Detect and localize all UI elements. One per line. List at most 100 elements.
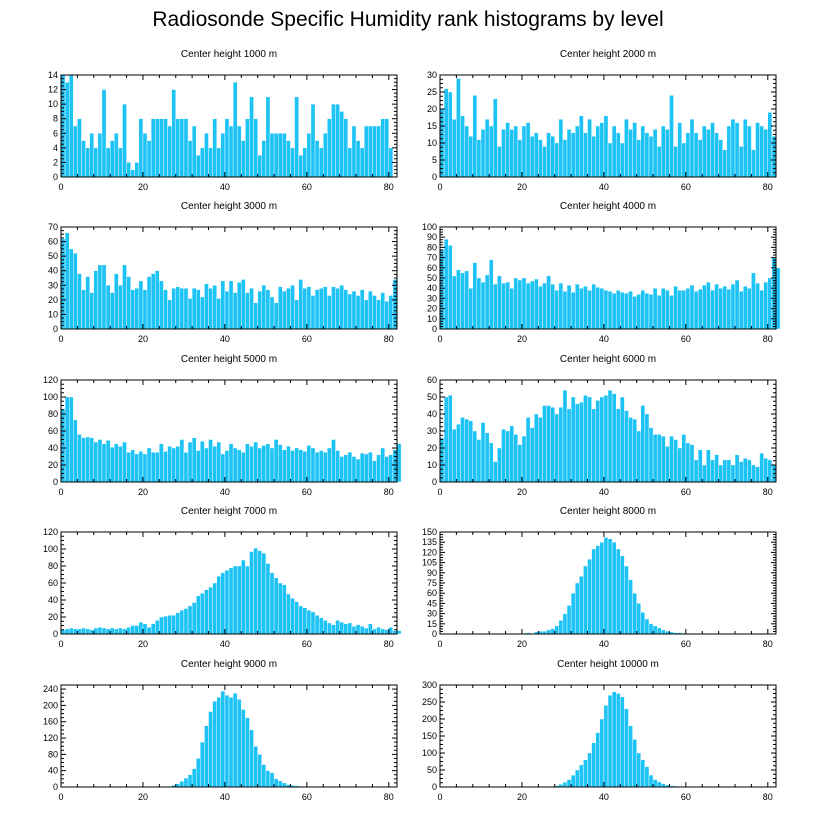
histogram-bar xyxy=(138,451,144,483)
histogram-bar xyxy=(298,449,303,483)
histogram-bar xyxy=(236,565,242,635)
histogram-bar xyxy=(669,95,674,178)
histogram-bar xyxy=(615,548,621,635)
histogram-bar xyxy=(595,286,601,330)
histogram-bar xyxy=(327,118,332,178)
histogram-bar xyxy=(714,283,719,330)
histogram-bar xyxy=(142,133,148,178)
histogram-bar xyxy=(269,296,275,330)
histogram-bar xyxy=(734,454,740,483)
histogram-bar xyxy=(472,262,478,330)
histogram-bar xyxy=(175,118,181,178)
y-tick-label: 15 xyxy=(427,619,437,629)
histogram-bar xyxy=(101,443,107,483)
histogram-bar xyxy=(771,135,777,178)
histogram-bar xyxy=(236,699,242,788)
histogram-bar xyxy=(236,449,242,483)
histogram-bar xyxy=(167,446,172,483)
histogram-bar xyxy=(534,278,539,330)
histogram-bar xyxy=(591,548,596,635)
x-tick-label: 60 xyxy=(681,639,691,649)
histogram-bar xyxy=(204,725,209,788)
histogram-bar xyxy=(355,295,361,330)
histogram-bar xyxy=(620,396,625,483)
y-tick-label: 12 xyxy=(48,85,58,95)
histogram-bar xyxy=(472,430,478,483)
histogram-bar xyxy=(175,446,181,483)
histogram-bar xyxy=(595,732,601,788)
histogram-bar xyxy=(146,447,152,483)
histogram-bar xyxy=(196,595,201,635)
histogram-bar xyxy=(175,612,181,635)
histogram-bar xyxy=(640,125,646,178)
histogram-bar xyxy=(286,288,291,330)
histogram-bar xyxy=(302,288,308,330)
x-tick-label: 20 xyxy=(138,792,148,802)
histogram-bar xyxy=(763,281,769,330)
histogram-bar xyxy=(517,139,523,178)
histogram-bar xyxy=(505,281,510,330)
histogram-bar xyxy=(452,429,457,483)
histogram-bar xyxy=(314,289,320,330)
y-tick-label: 160 xyxy=(43,717,58,727)
histogram-bar xyxy=(261,285,267,330)
histogram-bar xyxy=(673,439,678,483)
histogram-bar xyxy=(468,420,473,483)
y-tick-label: 150 xyxy=(422,731,437,741)
histogram-bar xyxy=(501,429,506,483)
histogram-bar xyxy=(767,277,773,330)
histogram-bar xyxy=(155,452,160,483)
histogram-bar xyxy=(583,759,588,788)
histogram-bar xyxy=(534,132,539,178)
histogram-bar xyxy=(134,625,140,635)
histogram-bar xyxy=(603,115,609,178)
histogram-bar xyxy=(439,249,445,330)
histogram-bar xyxy=(216,576,222,635)
histogram-bar xyxy=(665,129,670,178)
x-tick-label: 80 xyxy=(763,792,773,802)
histogram-bar xyxy=(513,434,519,483)
histogram-bar xyxy=(392,449,398,483)
histogram-bar xyxy=(310,295,316,330)
histogram-bar xyxy=(294,601,299,635)
histogram-bar xyxy=(294,96,299,178)
histogram-bar xyxy=(232,565,238,635)
y-tick-label: 0 xyxy=(432,477,437,487)
histogram-bar xyxy=(122,103,127,178)
y-tick-label: 0 xyxy=(432,782,437,792)
histogram-bar xyxy=(550,283,555,330)
histogram-bar xyxy=(93,270,99,330)
y-tick-label: 10 xyxy=(427,314,437,324)
histogram-bar xyxy=(118,627,123,635)
histogram-bar xyxy=(656,627,662,635)
histogram-bar xyxy=(759,290,764,330)
histogram-bar xyxy=(607,142,613,178)
histogram-bar xyxy=(155,118,160,178)
histogram-bar xyxy=(368,623,373,635)
histogram-bar xyxy=(126,276,131,330)
histogram-bar xyxy=(269,772,275,788)
histogram-bar xyxy=(142,289,148,330)
y-tick-label: 30 xyxy=(427,609,437,619)
histogram-bar xyxy=(335,103,340,178)
y-tick-label: 10 xyxy=(427,460,437,470)
histogram-bar xyxy=(228,443,234,483)
histogram-bar xyxy=(200,593,205,635)
histogram-bar xyxy=(236,125,242,178)
histogram-bar xyxy=(722,149,728,178)
histogram-bar xyxy=(163,451,168,483)
histogram-bar xyxy=(380,292,385,330)
histogram-bar xyxy=(286,140,291,178)
x-tick-label: 0 xyxy=(58,334,63,344)
histogram-bar xyxy=(443,239,449,330)
histogram-bar xyxy=(529,280,535,330)
histogram-bar xyxy=(546,405,551,483)
x-tick-label: 60 xyxy=(302,487,312,497)
histogram-bar xyxy=(546,629,551,635)
histogram-bar xyxy=(261,553,267,635)
panel-title: Center height 4000 m xyxy=(560,201,656,212)
histogram-bar xyxy=(343,454,349,483)
histogram-bar xyxy=(105,628,111,635)
histogram-bar xyxy=(118,446,123,483)
x-tick-label: 40 xyxy=(220,487,230,497)
